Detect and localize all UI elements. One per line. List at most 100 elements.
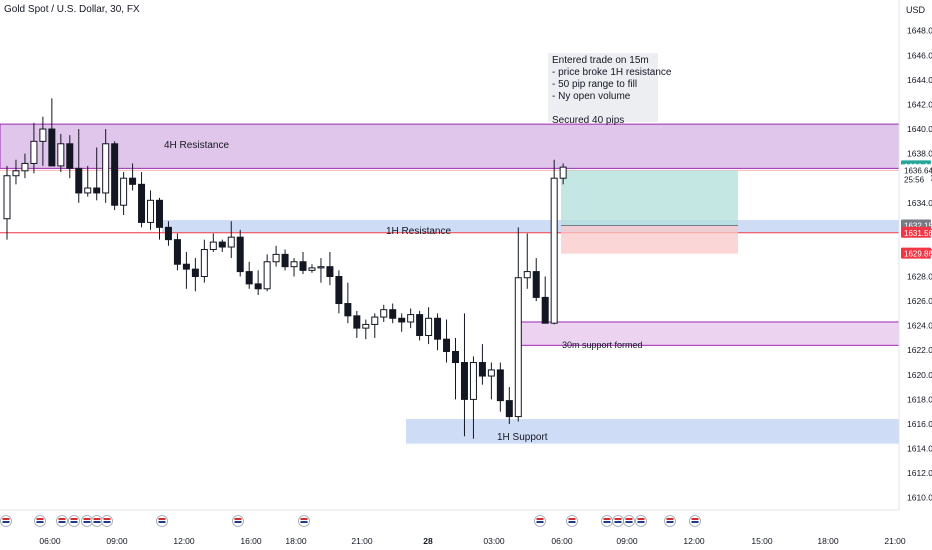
candle-body (57, 143, 65, 167)
candle-body (308, 267, 316, 271)
event-flag-icon (612, 515, 624, 527)
event-flag-icon (81, 515, 93, 527)
candle (227, 221, 235, 259)
candle (434, 313, 442, 351)
zone-4h-resistance (0, 123, 900, 169)
event-flag-icon (0, 515, 12, 527)
event-flag-stripe (83, 518, 91, 520)
candle (173, 233, 181, 271)
candle (469, 356, 477, 439)
candle (407, 308, 415, 329)
candle-body (460, 362, 468, 400)
zone-1h-resistance (162, 219, 899, 233)
event-flag-icon (635, 515, 647, 527)
event-flag-icon (298, 515, 310, 527)
event-flag-stripe (568, 521, 576, 523)
candle (514, 227, 522, 422)
candles-layer (3, 98, 567, 439)
candle (263, 254, 271, 292)
candle-body (48, 128, 56, 167)
event-flag-stripe (625, 521, 633, 523)
candle (416, 310, 424, 341)
event-flag-stripe (103, 518, 111, 520)
event-flag-stripe (691, 521, 699, 523)
price-tag: 25:56 (901, 173, 931, 185)
event-flag-stripe (666, 518, 674, 520)
price-tick-label: 1640.00 (907, 124, 932, 134)
candle-body (353, 315, 361, 329)
candle-body (129, 177, 137, 185)
candle (478, 344, 486, 385)
candle (39, 116, 47, 166)
price-tick-label: 1634.00 (907, 198, 932, 208)
candle-body (209, 241, 217, 250)
event-flag-stripe (158, 521, 166, 523)
candle (532, 258, 540, 302)
position-target-area (561, 170, 738, 226)
price-tag-label: 1636.64 (904, 166, 932, 175)
event-flag-stripe (637, 518, 645, 520)
event-flag-stripe (158, 518, 166, 520)
candle-body (120, 177, 128, 206)
candle-body (514, 277, 522, 418)
candle (425, 307, 433, 345)
economic-events[interactable] (0, 515, 701, 527)
trade-note: Entered trade on 15m - price broke 1H re… (548, 53, 672, 126)
candle (182, 251, 190, 289)
price-tick-label: 1610.00 (907, 493, 932, 503)
candle-body (75, 167, 83, 194)
candle-body (532, 271, 540, 298)
price-tag-bg (901, 226, 931, 238)
event-flag-stripe (300, 521, 308, 523)
candle (254, 270, 262, 295)
candle-body (111, 143, 119, 206)
price-tick-label: 1628.00 (907, 272, 932, 282)
candle-body (550, 177, 558, 324)
price-tag: 1636.64 (901, 164, 932, 176)
event-flag-stripe (58, 518, 66, 520)
candle (48, 98, 56, 167)
event-flag-icon (664, 515, 676, 527)
price-axis[interactable]: 1610.00 1612.00 1614.00 1616.00 1618.00 1620.… (907, 26, 932, 503)
time-tick-label: 15:00 (751, 536, 773, 546)
time-axis[interactable]: 06:00 09:00 12:00 16:00 18:00 21:00 28 03:00 06:… (39, 536, 906, 546)
candle (30, 122, 38, 174)
candle-body (523, 271, 531, 279)
candle-body (191, 268, 199, 278)
time-tick-label: 16:00 (240, 536, 262, 546)
event-flag-icon (156, 515, 168, 527)
event-flag-stripe (568, 518, 576, 520)
candle-body (398, 317, 406, 323)
candle (344, 282, 352, 324)
candle (75, 129, 83, 203)
event-flag-icon (101, 515, 113, 527)
candle-body (84, 187, 92, 194)
candle-body (407, 314, 415, 323)
event-flag-stripe (234, 518, 242, 520)
candle-body (281, 253, 289, 268)
candle-body (227, 236, 235, 248)
candle-body (155, 199, 163, 228)
candle (120, 172, 128, 216)
time-tick-label: 09:00 (616, 536, 638, 546)
event-flag-stripe (536, 521, 544, 523)
event-flag-stripe (666, 521, 674, 523)
time-tick-label: 18:00 (817, 536, 839, 546)
candle-body (371, 316, 379, 325)
candle-body (173, 239, 181, 265)
candle (353, 310, 361, 338)
price-tag-bg (901, 173, 931, 185)
candle-body (452, 350, 459, 364)
event-flag-icon (34, 515, 46, 527)
candle (460, 313, 468, 437)
candle-body (66, 143, 74, 169)
candle (335, 270, 343, 314)
candle (487, 362, 495, 400)
candle (505, 387, 513, 424)
candle (21, 153, 29, 179)
candle (129, 163, 137, 191)
candle (57, 133, 65, 173)
candle (138, 172, 146, 228)
